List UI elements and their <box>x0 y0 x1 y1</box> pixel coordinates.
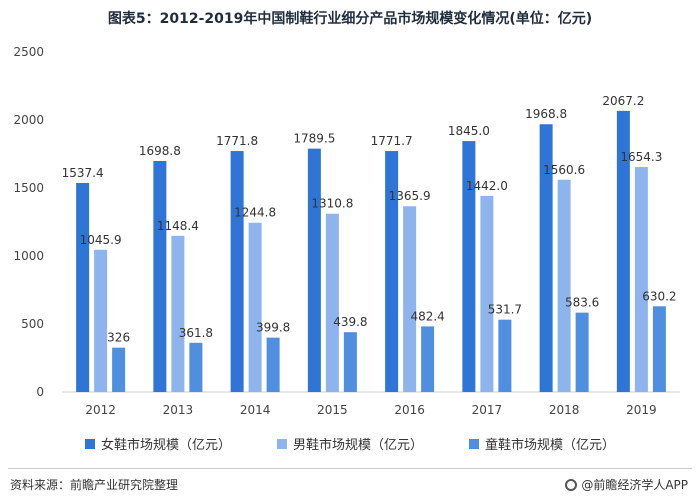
legend-item-men: 男鞋市场规模（亿元） <box>276 434 423 453</box>
data-label: 583.6 <box>565 296 599 310</box>
legend-label-men: 男鞋市场规模（亿元） <box>292 438 423 453</box>
data-label: 1968.8 <box>525 107 567 121</box>
bar-women <box>153 160 167 392</box>
data-label: 482.4 <box>410 309 444 323</box>
legend-swatch-children <box>469 438 479 449</box>
x-tick-label: 2017 <box>472 403 503 417</box>
bar-men <box>171 235 185 392</box>
data-label: 1310.8 <box>311 197 353 211</box>
data-label: 1537.4 <box>62 166 104 180</box>
data-label: 399.8 <box>256 321 290 335</box>
data-label: 1148.4 <box>157 219 199 233</box>
y-tick-label: 500 <box>21 317 44 331</box>
data-label: 1442.0 <box>466 179 508 193</box>
data-label: 531.7 <box>488 303 522 317</box>
bar-children <box>652 306 666 392</box>
x-tick-label: 2019 <box>626 403 657 417</box>
bar-children <box>112 347 126 392</box>
brand-text: @前瞻经济学人APP <box>581 478 688 492</box>
bar-men <box>325 213 339 392</box>
data-label: 1771.7 <box>371 134 413 148</box>
x-tick-label: 2016 <box>394 403 425 417</box>
data-label: 1845.0 <box>448 124 490 138</box>
legend-item-women: 女鞋市场规模（亿元） <box>84 434 231 453</box>
chart-area: 0 500 1000 1500 2000 2500 1537.4 1045.9 326 2012 1… <box>0 30 700 430</box>
legend: 女鞋市场规模（亿元） 男鞋市场规模（亿元） 童鞋市场规模（亿元） <box>0 434 700 453</box>
legend-swatch-men <box>276 438 287 449</box>
data-label: 326 <box>107 331 130 345</box>
bar-men <box>94 249 108 392</box>
data-label: 1365.9 <box>389 189 431 203</box>
footer-divider <box>8 468 692 469</box>
data-label: 630.2 <box>642 289 676 303</box>
data-label: 1771.8 <box>216 134 258 148</box>
data-label: 1654.3 <box>620 150 662 164</box>
bar-women <box>616 110 630 392</box>
bar-men <box>557 179 571 392</box>
bar-children <box>421 326 435 392</box>
bar-women <box>539 124 553 393</box>
legend-swatch-women <box>84 438 95 449</box>
legend-item-children: 童鞋市场规模（亿元） <box>469 434 615 453</box>
y-tick-label: 2500 <box>13 45 44 59</box>
bar-women <box>462 141 476 392</box>
bar-men <box>634 167 648 392</box>
data-label: 1560.6 <box>543 163 585 177</box>
brand-credit: @前瞻经济学人APP <box>565 476 688 493</box>
bar-women <box>307 148 321 392</box>
bar-women <box>385 151 399 392</box>
x-tick-label: 2013 <box>163 403 194 417</box>
y-tick-label: 0 <box>36 385 44 399</box>
bar-children <box>575 312 589 392</box>
bar-children <box>266 337 280 392</box>
x-tick-label: 2018 <box>549 403 580 417</box>
y-tick-label: 1500 <box>13 181 44 195</box>
source-note: 资料来源：前瞻产业研究院整理 <box>10 478 179 492</box>
y-tick-label: 2000 <box>13 113 44 127</box>
data-label: 1698.8 <box>139 144 181 158</box>
data-label: 1244.8 <box>234 206 276 220</box>
bar-men <box>480 195 494 392</box>
legend-label-children: 童鞋市场规模（亿元） <box>485 438 616 453</box>
bar-women <box>76 182 90 392</box>
y-tick-label: 1000 <box>13 249 44 263</box>
data-label: 1045.9 <box>80 233 122 247</box>
x-tick-label: 2012 <box>85 403 116 417</box>
bar-children <box>498 319 512 392</box>
data-label: 1789.5 <box>293 132 335 146</box>
x-tick-label: 2015 <box>317 403 348 417</box>
bar-men <box>248 222 262 392</box>
legend-label-women: 女鞋市场规模（亿元） <box>100 438 231 453</box>
bar-children <box>343 332 357 392</box>
bar-chart: 0 500 1000 1500 2000 2500 1537.4 1045.9 326 2012 1… <box>13 45 680 417</box>
data-label: 439.8 <box>333 315 367 329</box>
bar-children <box>189 342 203 392</box>
bar-women <box>230 151 244 392</box>
data-label: 361.8 <box>179 326 213 340</box>
data-label: 2067.2 <box>602 94 644 108</box>
bar-men <box>403 206 417 392</box>
x-tick-label: 2014 <box>240 403 271 417</box>
chart-title: 图表5：2012-2019年中国制鞋行业细分产品市场规模变化情况(单位：亿元) <box>107 11 593 27</box>
brand-logo-icon <box>565 478 578 491</box>
